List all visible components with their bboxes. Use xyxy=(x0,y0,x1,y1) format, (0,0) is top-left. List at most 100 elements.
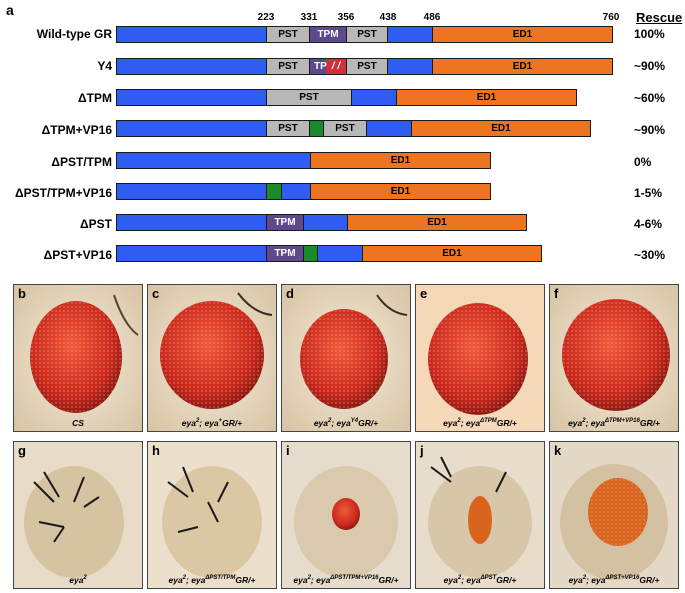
eye-photo: f eya2; eyaΔTPM+VP16GR/+ xyxy=(549,284,679,432)
ed1-domain: ED1 xyxy=(396,89,577,106)
eye-photo: e eya2; eyaΔTPMGR/+ xyxy=(415,284,545,432)
tpm-domain: TPM xyxy=(266,214,304,231)
row-label: ΔPST/TPM+VP16 xyxy=(15,186,112,200)
ed1-domain: ED1 xyxy=(362,245,542,262)
rescue-value: ~90% xyxy=(634,123,666,137)
tpm-domain: TPM xyxy=(266,245,304,262)
ed1-domain: ED1 xyxy=(347,214,527,231)
row-label: ΔPST/TPM xyxy=(51,155,112,169)
bar-segment xyxy=(116,58,267,75)
panel-letter: b xyxy=(18,286,26,301)
eye-image xyxy=(416,442,544,588)
row-label: Y4 xyxy=(97,59,112,73)
panel-letter: c xyxy=(152,286,160,301)
row-label: ΔPST xyxy=(80,217,112,231)
pst-domain: PST xyxy=(266,120,310,137)
protein-bar: TPM ED1 xyxy=(116,214,527,231)
vp16-domain xyxy=(266,183,282,200)
vp16-domain xyxy=(303,245,318,262)
panel-a-letter: a xyxy=(6,2,14,18)
bar-segment xyxy=(116,245,267,262)
ed1-domain: ED1 xyxy=(310,152,491,169)
eye-image xyxy=(148,442,276,588)
genotype-caption: eya2; eyaΔPSTGR/+ xyxy=(443,575,517,585)
bar-segment xyxy=(116,214,267,231)
bar-segment xyxy=(116,152,311,169)
panel-letter: d xyxy=(286,286,294,301)
tpm-y4-domain: TP / / xyxy=(309,58,347,75)
vp16-domain xyxy=(309,120,324,137)
panel-letter: h xyxy=(152,443,160,458)
eye-image xyxy=(282,285,410,431)
row-label: ΔTPM+VP16 xyxy=(41,123,112,137)
panel-letter: i xyxy=(286,443,290,458)
eye-image xyxy=(14,285,142,431)
genotype-caption: eya2; eyaΔPST/TPM+VP16GR/+ xyxy=(293,575,399,585)
genotype-caption: eya2; eyaΔPST+VP16GR/+ xyxy=(568,575,660,585)
eye-photo: i eya2; eyaΔPST/TPM+VP16GR/+ xyxy=(281,441,411,589)
row-label: ΔPST+VP16 xyxy=(43,248,112,262)
genotype-caption: eya2; eyaΔPST/TPMGR/+ xyxy=(168,575,256,585)
ed1-domain: ED1 xyxy=(310,183,491,200)
ed1-domain: ED1 xyxy=(432,26,613,43)
genotype-caption: eya2; eyaY4GR/+ xyxy=(313,418,379,428)
eye-image xyxy=(148,285,276,431)
bar-segment xyxy=(116,120,267,137)
bar-segment xyxy=(303,214,348,231)
position-label: 438 xyxy=(379,12,397,23)
rescue-value: 100% xyxy=(634,27,665,41)
tpm-y4-label: TP xyxy=(314,61,327,72)
position-label: 356 xyxy=(337,12,355,23)
eye-photo: j eya2; eyaΔPSTGR/+ xyxy=(415,441,545,589)
protein-bar: TPM ED1 xyxy=(116,245,542,262)
eye-image xyxy=(550,442,678,588)
rescue-value: ~60% xyxy=(634,91,666,105)
rescue-header: Rescue xyxy=(636,10,683,25)
panel-letter: j xyxy=(420,443,424,458)
bar-segment xyxy=(116,89,267,106)
panel-letter: k xyxy=(554,443,562,458)
eye-photo: b CS xyxy=(13,284,143,432)
panel-letter: f xyxy=(554,286,559,301)
position-label: 486 xyxy=(423,12,441,23)
eye-photo: h eya2; eyaΔPST/TPMGR/+ xyxy=(147,441,277,589)
genotype-caption: eya2; eya+GR/+ xyxy=(181,418,243,428)
tpm-domain: TPM xyxy=(309,26,347,43)
eye-photo: g eya2 xyxy=(13,441,143,589)
bar-segment xyxy=(116,183,267,200)
protein-bar: ED1 xyxy=(116,152,491,169)
eye-image xyxy=(550,285,678,431)
pst-domain: PST xyxy=(323,120,367,137)
rescue-value: ~90% xyxy=(634,59,666,73)
bar-segment xyxy=(317,245,363,262)
pst-domain: PST xyxy=(346,26,388,43)
eye-image xyxy=(14,442,142,588)
rescue-value: ~30% xyxy=(634,248,666,262)
bar-segment xyxy=(116,26,267,43)
eye-image xyxy=(282,442,410,588)
bar-segment xyxy=(281,183,311,200)
position-label: 331 xyxy=(300,12,318,23)
bar-segment xyxy=(387,58,433,75)
ed1-domain: ED1 xyxy=(411,120,591,137)
eye-image xyxy=(416,285,544,431)
protein-bar: PST PST ED1 xyxy=(116,120,591,137)
eye-photo: c eya2; eya+GR/+ xyxy=(147,284,277,432)
bar-segment xyxy=(366,120,412,137)
mutation-marks-icon: / / xyxy=(331,61,341,72)
pst-domain: PST xyxy=(266,26,310,43)
protein-bar: ED1 xyxy=(116,183,491,200)
pst-domain: PST xyxy=(266,58,310,75)
position-label: 223 xyxy=(257,12,275,23)
rescue-value: 1-5% xyxy=(634,186,663,200)
pst-domain: PST xyxy=(346,58,388,75)
protein-bar: PST ED1 xyxy=(116,89,577,106)
protein-bar: PST TP / / PST ED1 xyxy=(116,58,613,75)
rescue-value: 0% xyxy=(634,155,652,169)
genotype-caption: eya2; eyaΔTPM+VP16GR/+ xyxy=(568,418,660,428)
bar-segment xyxy=(351,89,397,106)
genotype-caption: eya2 xyxy=(69,575,87,585)
pst-domain: PST xyxy=(266,89,352,106)
position-label: 760 xyxy=(602,12,620,23)
panel-letter: g xyxy=(18,443,26,458)
